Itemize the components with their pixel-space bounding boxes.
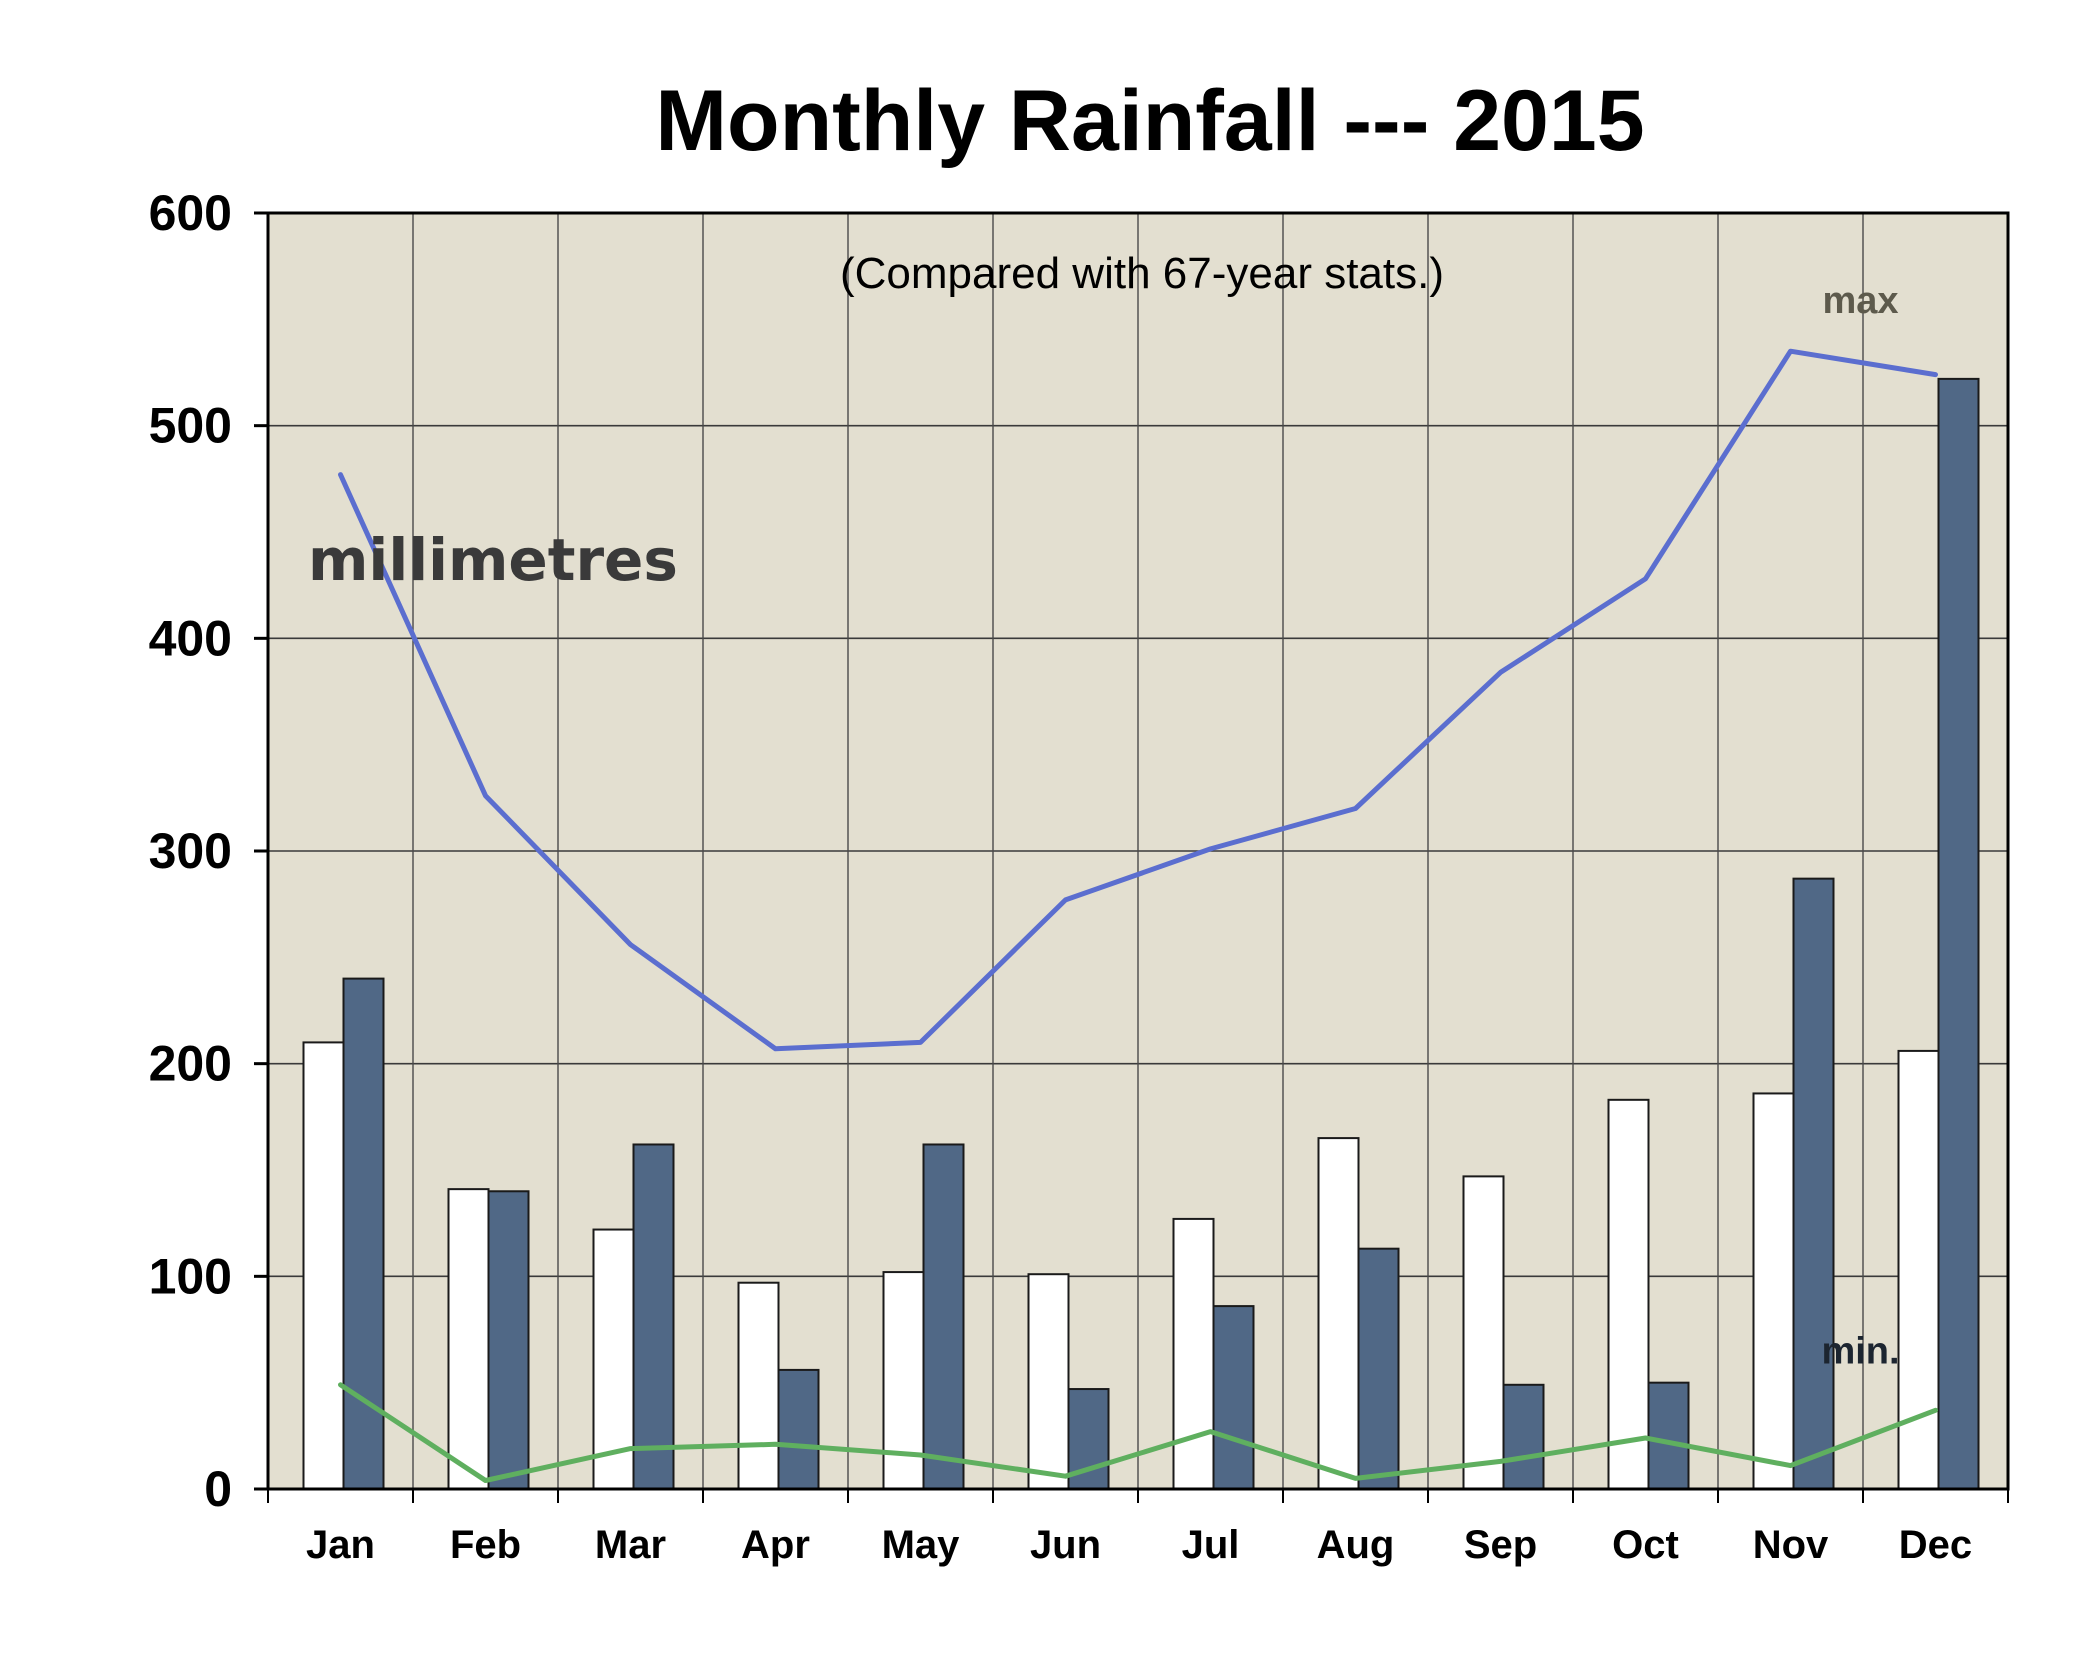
x-tick-label: Jul [1182, 1523, 1240, 1567]
grid-lines [268, 213, 2008, 1489]
bar [487, 1190, 530, 1491]
bar [922, 1143, 965, 1490]
bar [342, 977, 385, 1490]
bar [1462, 1175, 1505, 1490]
bar [737, 1281, 780, 1491]
series-line-max [338, 348, 1938, 1052]
bar [1752, 1092, 1795, 1490]
series-label-min: min. [1821, 1331, 1899, 1373]
y-tick-label: 0 [204, 1461, 232, 1517]
series-label-max: max [1822, 280, 1898, 322]
x-tick-label: Nov [1753, 1523, 1829, 1567]
bar [1607, 1098, 1650, 1490]
y-tick-label: 100 [149, 1248, 232, 1304]
bar [632, 1143, 675, 1490]
x-tick-label: Jun [1030, 1523, 1101, 1567]
bar [777, 1368, 820, 1490]
bar [447, 1188, 490, 1490]
x-tick-label: Jan [306, 1523, 375, 1567]
x-tick-label: May [882, 1523, 961, 1567]
x-tick-label: Feb [450, 1523, 521, 1567]
x-tick-label: Dec [1899, 1523, 1972, 1567]
y-tick-label: 200 [149, 1036, 232, 1092]
x-tick-label: Mar [595, 1523, 666, 1567]
bar [302, 1041, 345, 1491]
axes: 0 100 200 300 400 500 600 Jan Feb Mar Apr May Jun Jul… [149, 185, 2009, 1567]
y-tick-label: 600 [149, 185, 232, 241]
bars [302, 377, 1980, 1491]
chart-subtitle: (Compared with 67-year stats.) [840, 249, 1444, 298]
bar [1792, 877, 1835, 1490]
series-lines [338, 348, 1938, 1483]
bar [1357, 1247, 1400, 1490]
bar [1937, 377, 1980, 1490]
bar [1212, 1305, 1255, 1491]
bar [1027, 1273, 1070, 1490]
y-tick-label: 300 [149, 823, 232, 879]
bar [1172, 1217, 1215, 1490]
chart-title: Monthly Rainfall --- 2015 [655, 73, 1644, 169]
series-line-min [338, 1382, 1938, 1483]
x-tick-label: Aug [1317, 1523, 1395, 1567]
series-labels: max min. [1821, 280, 1899, 1372]
y-tick-label: 500 [149, 398, 232, 454]
bar [1317, 1137, 1360, 1490]
bar [1502, 1383, 1545, 1490]
bar [1647, 1381, 1690, 1490]
unit-label: millimetres [308, 526, 678, 594]
x-tick-label: Oct [1612, 1523, 1679, 1567]
x-tick-label: Apr [741, 1523, 810, 1567]
y-tick-label: 400 [149, 610, 232, 666]
x-tick-label: Sep [1464, 1523, 1537, 1567]
